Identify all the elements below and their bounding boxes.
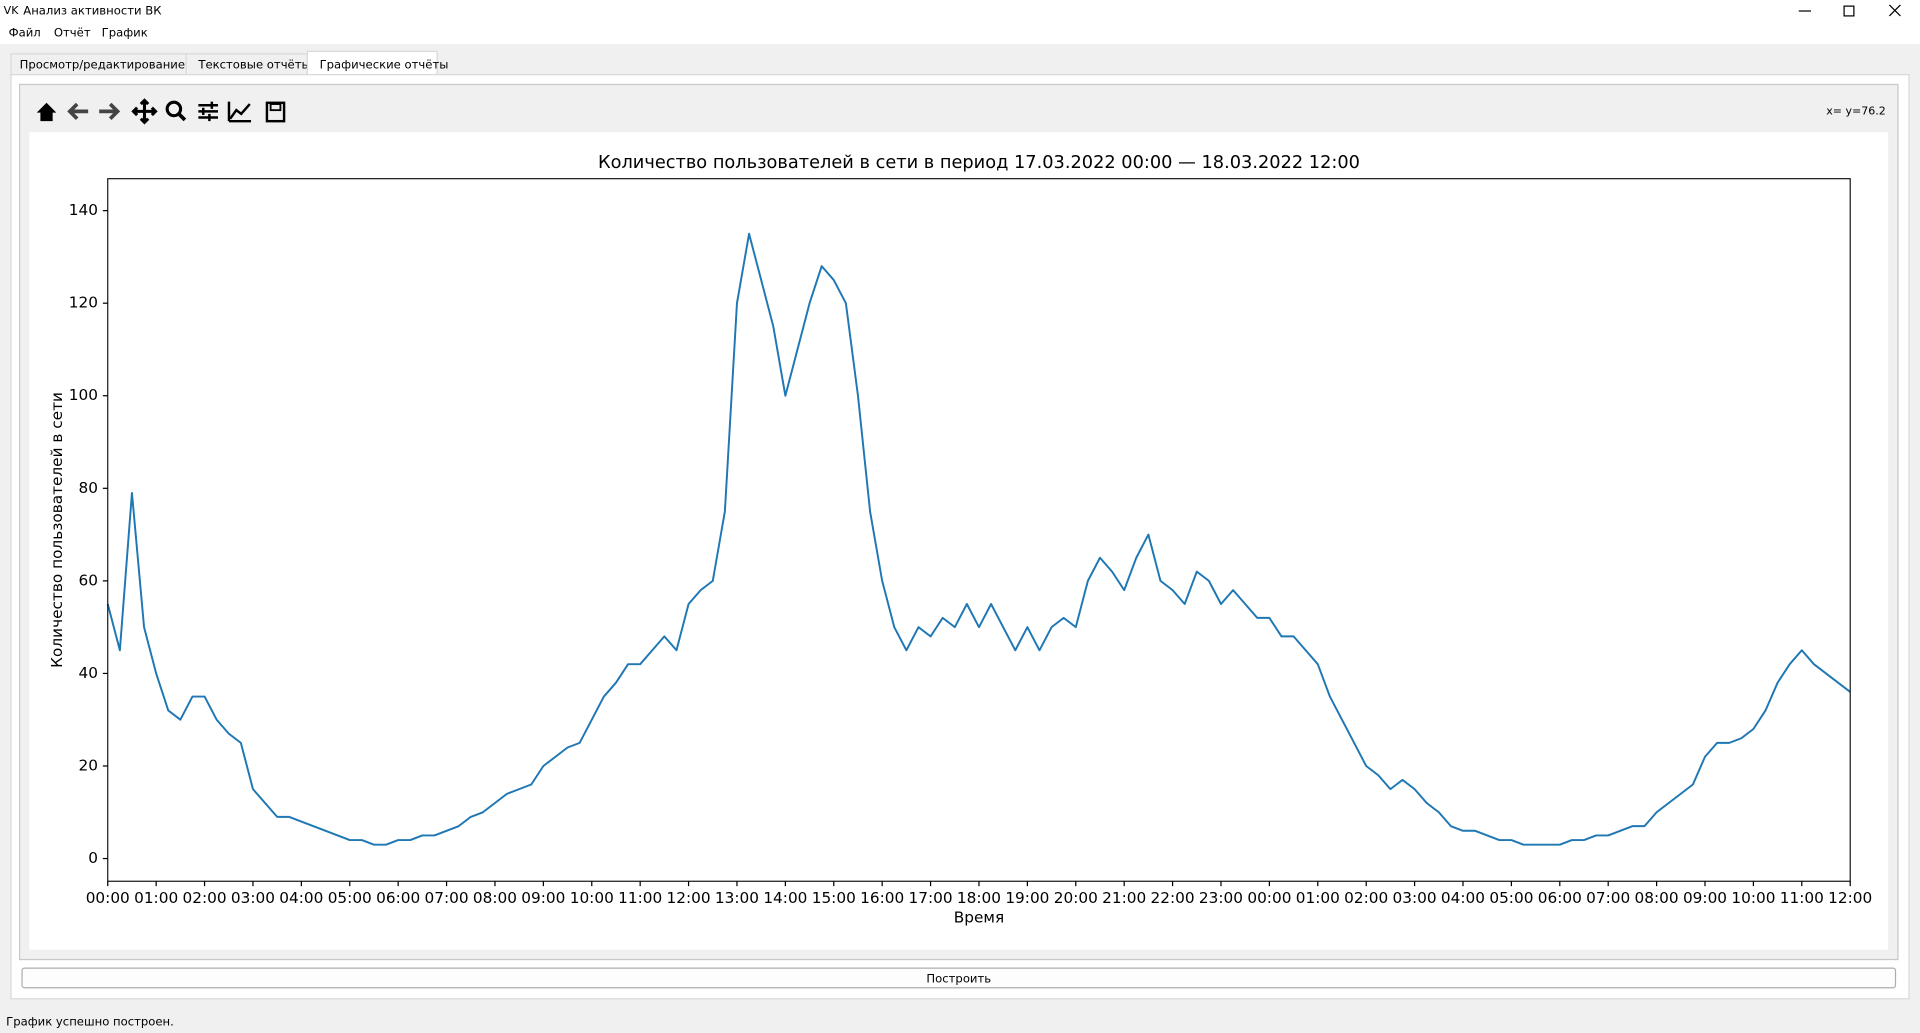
y-tick-label: 60	[78, 571, 97, 589]
data-line	[106, 232, 1851, 846]
menu-item[interactable]: Файл	[9, 26, 41, 40]
x-tick-label: 09:00	[521, 889, 565, 907]
x-tick-label: 12:00	[667, 889, 711, 907]
x-tick-label: 15:00	[812, 889, 856, 907]
home-button[interactable]	[36, 102, 57, 122]
x-tick-label: 02:00	[1344, 889, 1388, 907]
menu-item[interactable]: Отчёт	[54, 26, 91, 40]
tab-label[interactable]: Графические отчёты	[320, 57, 449, 71]
axes-frame	[107, 178, 1851, 882]
y-tick-label: 0	[88, 849, 98, 867]
y-tick-label: 20	[78, 756, 97, 774]
chart: Количество пользователей в сети в период…	[48, 153, 1872, 927]
window-title: Анализ активности ВК	[23, 4, 162, 18]
menu-item[interactable]: График	[102, 26, 148, 40]
x-tick-label: 11:00	[618, 889, 662, 907]
x-tick-label: 14:00	[763, 889, 807, 907]
x-tick-label: 08:00	[1635, 889, 1679, 907]
status-bar: График успешно построен.	[6, 1014, 174, 1028]
x-tick-label: 20:00	[1054, 889, 1098, 907]
figure	[29, 132, 1889, 950]
x-tick-label: 05:00	[328, 889, 372, 907]
y-tick-label: 140	[69, 201, 98, 219]
x-tick-label: 05:00	[1489, 889, 1533, 907]
app-icon: VK	[4, 4, 20, 17]
toolbar	[36, 98, 286, 125]
y-tick-label: 80	[78, 479, 97, 497]
x-tick-label: 00:00	[1247, 889, 1291, 907]
y-axis-label: Количество пользователей в сети	[48, 392, 66, 668]
x-tick-label: 11:00	[1780, 889, 1824, 907]
x-tick-label: 12:00	[1828, 889, 1872, 907]
y-tick-label: 40	[78, 664, 97, 682]
x-tick-label: 17:00	[909, 889, 953, 907]
x-tick-label: 10:00	[570, 889, 614, 907]
y-tick-label: 120	[69, 294, 98, 312]
x-tick-label: 00:00	[86, 889, 130, 907]
x-tick-label: 19:00	[1005, 889, 1049, 907]
build-button-label[interactable]: Построить	[926, 972, 991, 986]
x-tick-label: 18:00	[957, 889, 1001, 907]
tab-label[interactable]: Текстовые отчёты	[197, 57, 310, 71]
x-tick-label: 06:00	[376, 889, 420, 907]
y-tick-label: 100	[69, 386, 98, 404]
back-button[interactable]	[67, 102, 89, 121]
x-tick-label: 21:00	[1102, 889, 1146, 907]
x-tick-label: 01:00	[134, 889, 178, 907]
menu-bar	[0, 23, 1920, 45]
x-tick-label: 01:00	[1296, 889, 1340, 907]
x-tick-label: 04:00	[279, 889, 323, 907]
x-tick-label: 07:00	[1586, 889, 1630, 907]
cursor-coordinates: x= y=76.2	[1826, 104, 1885, 117]
x-tick-label: 07:00	[425, 889, 469, 907]
x-tick-label: 16:00	[860, 889, 904, 907]
x-axis-label: Время	[954, 908, 1004, 926]
title-bar	[0, 0, 1920, 24]
pan-button[interactable]	[131, 98, 158, 125]
x-tick-label: 22:00	[1151, 889, 1195, 907]
x-tick-label: 04:00	[1441, 889, 1485, 907]
close-button[interactable]	[1888, 4, 1901, 17]
x-tick-label: 08:00	[473, 889, 517, 907]
forward-button[interactable]	[99, 102, 121, 121]
build-button[interactable]	[21, 967, 1897, 989]
zoom-button[interactable]	[165, 100, 187, 122]
x-tick-label: 03:00	[231, 889, 275, 907]
x-tick-label: 13:00	[715, 889, 759, 907]
x-tick-label: 02:00	[183, 889, 227, 907]
tab-label[interactable]: Просмотр/редактирование БД	[20, 57, 206, 71]
x-tick-label: 03:00	[1393, 889, 1437, 907]
x-tick-label: 06:00	[1538, 889, 1582, 907]
configure-button[interactable]	[198, 101, 218, 122]
save-button[interactable]	[265, 101, 286, 123]
axes-button[interactable]	[227, 101, 252, 123]
x-tick-label: 10:00	[1731, 889, 1775, 907]
x-tick-label: 23:00	[1199, 889, 1243, 907]
x-tick-label: 09:00	[1683, 889, 1727, 907]
restore-button[interactable]	[1843, 5, 1855, 17]
chart-title: Количество пользователей в сети в период…	[598, 153, 1360, 173]
